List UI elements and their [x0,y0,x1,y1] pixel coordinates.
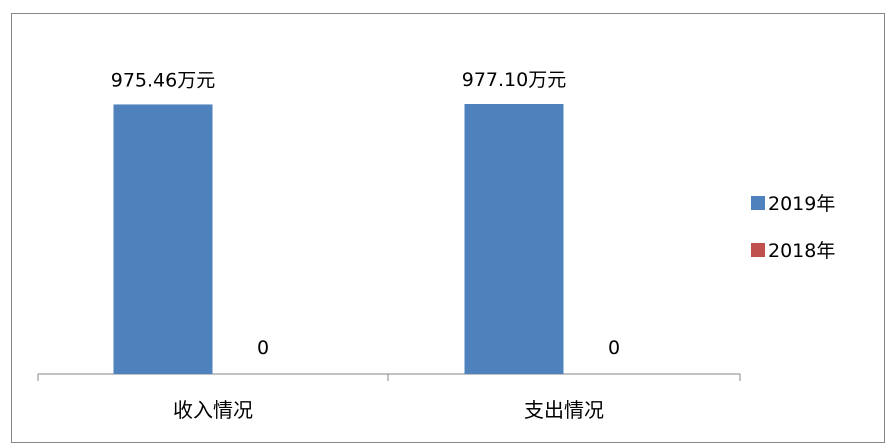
legend-swatch [751,196,765,210]
data-label: 0 [257,337,269,359]
data-label: 977.10万元 [462,69,566,91]
legend-label: 2018年 [768,240,835,262]
data-labels-layer: 975.46万元 977.10万元 0 0 [111,69,620,359]
category-label: 收入情况 [173,398,253,422]
legend: 2019年 2018年 [751,193,835,262]
bars-layer [113,104,564,374]
bar-2019-expense [464,104,564,374]
bar-chart: 975.46万元 977.10万元 0 0 收入情况 支出情况 2019年 2018年 [37,69,835,422]
category-label: 支出情况 [524,398,604,422]
data-label: 975.46万元 [111,69,215,91]
legend-swatch [751,243,765,257]
axis-layer [37,373,741,381]
bar-2019-income [113,104,213,374]
legend-label: 2019年 [768,193,835,215]
data-label: 0 [608,337,620,359]
category-labels-layer: 收入情况 支出情况 [173,398,604,422]
